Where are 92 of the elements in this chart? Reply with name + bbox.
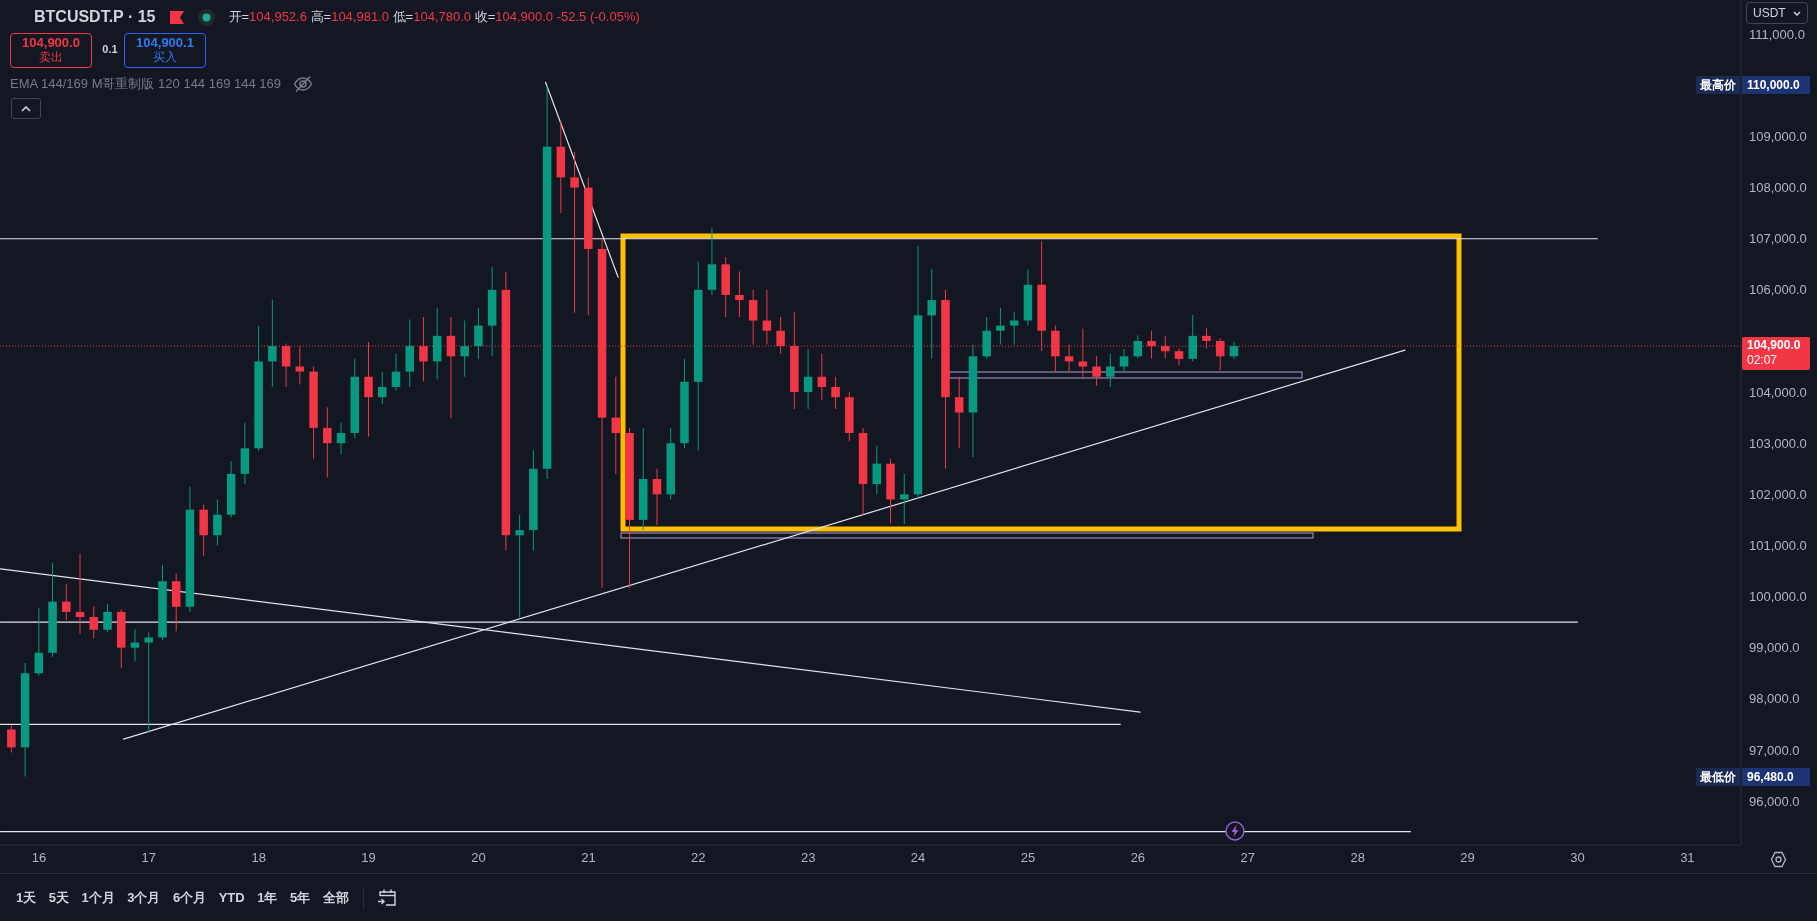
candlestick xyxy=(1092,355,1101,387)
text: 3个月 xyxy=(127,888,161,907)
candlestick xyxy=(817,353,827,401)
text: 1天 xyxy=(16,888,37,907)
candlestick xyxy=(103,603,112,633)
candlestick xyxy=(323,406,332,478)
y-tick-label: 108,000.0 xyxy=(1749,180,1807,196)
y-tick-label: 104,000.0 xyxy=(1749,384,1807,400)
x-tick-label: 16 xyxy=(31,850,47,866)
text: YTD xyxy=(218,890,245,905)
x-tick-label: 22 xyxy=(691,850,706,866)
text: 6个月 xyxy=(172,888,207,907)
candlestick xyxy=(803,348,813,410)
candlestick xyxy=(7,724,16,753)
x-tick-label: 26 xyxy=(1130,850,1146,866)
annotation: 买入 xyxy=(153,50,177,64)
candlestick xyxy=(927,268,936,359)
y-tick-label: 101,000.0 xyxy=(1749,538,1807,554)
candlestick xyxy=(75,553,85,635)
x-tick-label: 31 xyxy=(1680,850,1695,866)
candlestick xyxy=(735,270,744,318)
annotation: 104,900.1 xyxy=(136,35,194,50)
candlestick xyxy=(336,422,346,455)
text: 开=104,952.6 高=104,981.0 低=104,780.0 收=104,900.0 -52.5 (-0.05%) xyxy=(228,9,640,24)
y-tick-label: 98,000.0 xyxy=(1749,691,1800,707)
candlestick xyxy=(268,299,277,388)
candlestick xyxy=(1133,334,1143,359)
candlestick xyxy=(130,628,140,662)
text: 5年 xyxy=(289,888,311,907)
candlestick xyxy=(213,498,222,546)
x-tick-label: 19 xyxy=(361,850,376,866)
candlestick xyxy=(996,307,1005,346)
text: 5天 xyxy=(48,888,69,907)
candlestick xyxy=(377,371,387,405)
x-tick-label: 23 xyxy=(800,850,816,866)
annotation: 104,900.0 xyxy=(22,35,80,50)
candlestick xyxy=(1202,327,1211,350)
y-tick-label: 100,000.0 xyxy=(1749,589,1807,605)
y-tick-label: 102,000.0 xyxy=(1749,486,1807,502)
y-tick-label: 109,000.0 xyxy=(1749,129,1807,145)
x-tick-label: 17 xyxy=(141,850,157,866)
y-tick-label: 111,000.0 xyxy=(1749,26,1805,42)
candlestick xyxy=(954,376,964,449)
candlestick xyxy=(1174,348,1184,366)
annotation: 卖出 xyxy=(39,50,63,64)
candlestick xyxy=(460,320,469,378)
text: 02:07 xyxy=(1747,353,1778,368)
sell-button: 104,900.0 卖出 xyxy=(10,33,92,68)
candlestick xyxy=(900,473,909,525)
candlestick xyxy=(1009,311,1019,346)
text: 全部 xyxy=(322,888,349,907)
candlestick xyxy=(872,445,882,495)
candlestick xyxy=(474,307,483,360)
x-tick-label: 30 xyxy=(1570,850,1585,866)
candlestick xyxy=(1119,348,1129,373)
candlestick xyxy=(34,607,44,677)
x-tick-label: 24 xyxy=(910,850,926,866)
y-tick-label: 107,000.0 xyxy=(1749,231,1807,247)
annotation: EMA 144/169 M哥重制版 120 144 169 144 169 xyxy=(10,75,282,93)
y-tick-label: 99,000.0 xyxy=(1749,640,1800,656)
y-tick-label: 106,000.0 xyxy=(1749,282,1807,298)
x-tick-label: 28 xyxy=(1350,850,1365,866)
candlestick xyxy=(62,583,71,621)
candlestick xyxy=(611,376,621,475)
candlestick xyxy=(570,151,579,314)
currency-dropdown: USDT xyxy=(1746,2,1808,24)
candlestick xyxy=(652,468,662,526)
x-tick-label: 20 xyxy=(471,850,486,866)
y-tick-label: 103,000.0 xyxy=(1749,435,1807,451)
candlestick xyxy=(89,605,99,639)
annotation: 最高价 110,000.0 xyxy=(1700,78,1800,93)
x-tick-label: 29 xyxy=(1460,850,1475,866)
y-tick-label: 96,000.0 xyxy=(1749,793,1800,809)
candlestick xyxy=(144,631,153,734)
candlestick xyxy=(831,376,840,410)
candlestick xyxy=(1188,314,1198,362)
annotation: 0.1 xyxy=(102,43,118,55)
text: 1年 xyxy=(257,888,278,907)
buy-button: 104,900.1 买入 xyxy=(124,33,206,68)
x-tick-label: 21 xyxy=(581,850,596,866)
candlestick xyxy=(391,353,401,392)
candlestick xyxy=(1106,353,1115,388)
y-tick-label: 97,000.0 xyxy=(1749,742,1800,758)
x-tick-label: 18 xyxy=(251,850,266,866)
ref-line-label: 104,900.0 xyxy=(1747,338,1801,353)
x-tick-label: 25 xyxy=(1020,850,1036,866)
candlestick xyxy=(515,514,524,619)
candlestick xyxy=(762,289,772,346)
annotation: 最低价 96,480.0 xyxy=(1700,769,1794,784)
text: BTCUSDT.P · 15 xyxy=(34,8,156,26)
x-tick-label: 27 xyxy=(1240,850,1256,866)
text: 1个月 xyxy=(81,888,115,907)
